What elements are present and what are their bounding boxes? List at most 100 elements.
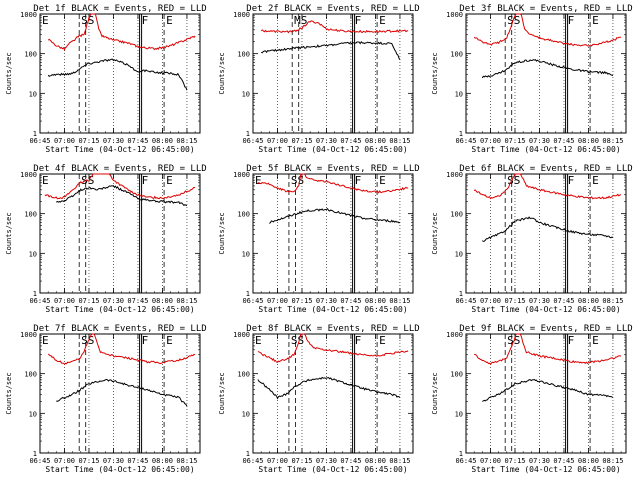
series-line — [482, 378, 614, 402]
event-marker-label: F — [142, 174, 149, 187]
y-axis-label: Counts/sec — [431, 212, 439, 254]
event-marker-label: E — [592, 14, 599, 27]
event-marker-label: E — [379, 334, 386, 347]
event-marker-label: S — [514, 14, 521, 27]
event-marker-label: E — [166, 14, 173, 27]
panel-title: Det 7f BLACK = Events, RED = LLD — [33, 324, 206, 334]
series-line — [473, 173, 622, 200]
event-marker-label: S — [301, 14, 308, 27]
event-marker-label: S — [88, 334, 95, 347]
y-tick-label: 1 — [246, 290, 250, 298]
series-line — [473, 13, 622, 47]
y-axis-label: Counts/sec — [431, 52, 439, 94]
plot-frame — [39, 173, 201, 294]
y-tick-label: 100 — [24, 51, 37, 59]
y-tick-label: 100 — [450, 51, 463, 59]
y-tick-label: 100 — [237, 211, 250, 219]
x-tick-label: 06:45 — [455, 297, 476, 305]
event-marker-label: E — [42, 14, 49, 27]
x-tick-label: 07:00 — [480, 297, 501, 305]
plot-frame — [252, 13, 414, 134]
series-line — [47, 58, 188, 91]
panel-9f: Det 9f BLACK = Events, RED = LLD Counts/s… — [431, 324, 633, 474]
event-marker-label: E — [592, 334, 599, 347]
x-tick-label: 07:15 — [78, 457, 99, 465]
event-marker-label: S — [81, 174, 88, 187]
panel-title: Det 2f BLACK = Events, RED = LLD — [246, 4, 419, 14]
panel-title: Det 1f BLACK = Events, RED = LLD — [33, 4, 206, 14]
y-tick-label: 10 — [455, 250, 463, 258]
series-line — [257, 376, 401, 400]
panel-7f: Det 7f BLACK = Events, RED = LLD Counts/s… — [5, 324, 207, 474]
y-tick-label: 1000 — [233, 171, 250, 179]
event-marker-label: S — [297, 174, 304, 187]
x-tick-label: 07:00 — [54, 137, 75, 145]
x-tick-label: 07:15 — [504, 457, 525, 465]
series-line — [474, 333, 622, 366]
x-tick-label: 07:45 — [127, 297, 148, 305]
y-tick-label: 100 — [237, 371, 250, 379]
y-tick-label: 100 — [24, 371, 37, 379]
event-marker-label: E — [42, 174, 49, 187]
event-marker-label: S — [507, 334, 514, 347]
event-marker-label: S — [514, 174, 521, 187]
x-tick-label: 08:00 — [578, 457, 599, 465]
x-tick-label: 08:00 — [152, 137, 173, 145]
plot-frame — [465, 13, 627, 134]
series-line — [269, 207, 401, 224]
event-marker-label: F — [355, 334, 362, 347]
x-axis-label: Start Time (04-Oct-12 06:45:00) — [258, 305, 407, 314]
y-tick-label: 100 — [450, 211, 463, 219]
event-marker-label: E — [379, 174, 386, 187]
panel-title: Det 4f BLACK = Events, RED = LLD — [33, 164, 206, 174]
x-tick-label: 08:15 — [602, 137, 623, 145]
x-tick-label: 06:45 — [242, 297, 263, 305]
event-marker-label: E — [166, 334, 173, 347]
y-tick-label: 10 — [455, 410, 463, 418]
plot-frame — [39, 13, 201, 134]
panel-title: Det 6f BLACK = Events, RED = LLD — [459, 164, 632, 174]
x-tick-label: 06:45 — [29, 297, 50, 305]
x-tick-label: 07:45 — [340, 457, 361, 465]
series-line — [47, 13, 196, 52]
x-tick-label: 06:45 — [242, 137, 263, 145]
event-marker-label: S — [88, 14, 95, 27]
y-tick-label: 1000 — [446, 11, 463, 19]
x-tick-label: 07:30 — [316, 137, 337, 145]
x-tick-label: 06:45 — [455, 137, 476, 145]
y-tick-label: 100 — [450, 371, 463, 379]
y-tick-label: 1000 — [20, 171, 37, 179]
x-axis-label: Start Time (04-Oct-12 06:45:00) — [471, 145, 620, 154]
x-tick-label: 08:15 — [602, 457, 623, 465]
x-axis-label: Start Time (04-Oct-12 06:45:00) — [45, 305, 194, 314]
y-tick-label: 10 — [29, 90, 37, 98]
x-tick-label: 08:15 — [176, 457, 197, 465]
x-axis-label: Start Time (04-Oct-12 06:45:00) — [471, 465, 620, 474]
event-marker-label: F — [355, 14, 362, 27]
x-tick-label: 07:45 — [127, 137, 148, 145]
event-marker-label: S — [81, 334, 88, 347]
x-tick-label: 07:15 — [504, 297, 525, 305]
x-tick-label: 07:15 — [291, 297, 312, 305]
event-marker-label: F — [355, 174, 362, 187]
x-tick-label: 08:00 — [365, 137, 386, 145]
x-tick-label: 08:00 — [365, 297, 386, 305]
x-tick-label: 06:45 — [29, 137, 50, 145]
x-tick-label: 07:30 — [316, 297, 337, 305]
y-axis-label: Counts/sec — [218, 372, 226, 414]
event-marker-label: F — [568, 14, 575, 27]
x-tick-label: 08:15 — [176, 297, 197, 305]
x-tick-label: 08:15 — [389, 137, 410, 145]
y-axis-label: Counts/sec — [218, 212, 226, 254]
y-axis-label: Counts/sec — [218, 52, 226, 94]
event-marker-label: F — [568, 174, 575, 187]
y-tick-label: 1 — [459, 450, 463, 458]
series-line — [481, 58, 614, 79]
x-tick-label: 07:15 — [78, 297, 99, 305]
series-line — [44, 173, 196, 200]
y-tick-label: 100 — [237, 51, 250, 59]
series-line — [481, 216, 614, 242]
y-tick-label: 10 — [242, 410, 250, 418]
x-tick-label: 06:45 — [242, 457, 263, 465]
x-tick-label: 07:30 — [103, 457, 124, 465]
